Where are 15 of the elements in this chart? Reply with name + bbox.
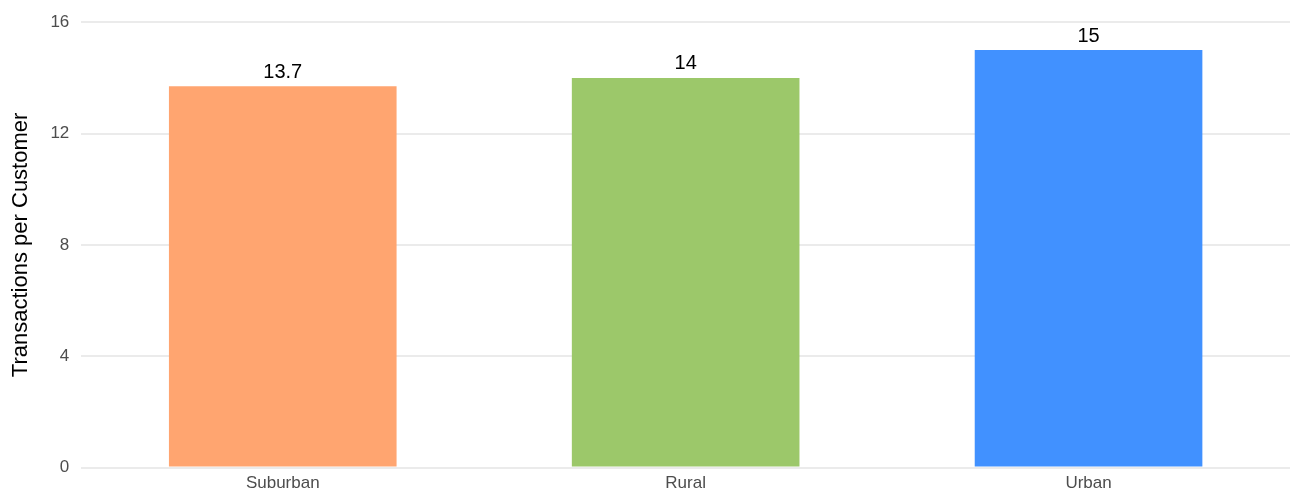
y-tick-label: 16 [50,11,70,31]
data-label: 13.7 [263,59,303,82]
bar [571,77,800,467]
y-axis-title: Transactions per Customer [7,112,33,378]
y-tick-label: 8 [59,234,70,254]
bar [168,86,397,467]
y-tick-label: 0 [59,457,70,477]
x-tick-label: Suburban [245,473,320,493]
data-label: 14 [674,51,697,74]
data-label: 15 [1077,23,1100,46]
y-tick-label: 12 [50,123,70,143]
x-tick-label: Rural [665,473,706,493]
x-tick-label: Urban [1065,473,1112,493]
y-tick-label: 4 [59,345,70,365]
bar [974,50,1203,467]
